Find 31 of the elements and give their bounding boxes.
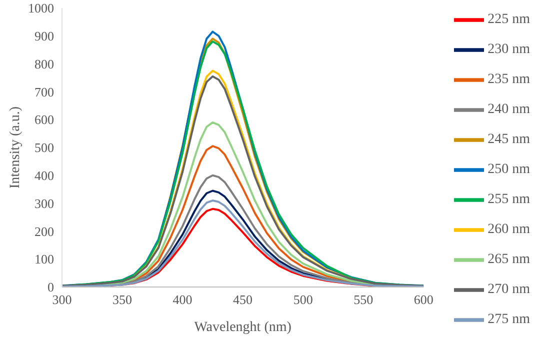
legend-label: 255 nm (488, 192, 530, 207)
y-tick-label: 300 (34, 196, 54, 211)
legend-label: 240 nm (488, 102, 530, 117)
y-tick-label: 600 (34, 112, 54, 128)
x-tick-label: 400 (172, 292, 192, 308)
legend-label: 225 nm (488, 12, 530, 27)
y-tick-label: 1000 (28, 0, 54, 16)
legend-label: 245 nm (488, 132, 530, 147)
y-tick-label: 100 (34, 252, 54, 267)
y-tick-label: 500 (34, 140, 54, 156)
y-tick-label: 200 (34, 224, 54, 239)
x-tick-label: 450 (233, 292, 253, 308)
legend-label: 250 nm (488, 162, 530, 177)
x-tick-label: 550 (354, 292, 374, 308)
x-tick-label: 500 (293, 292, 313, 308)
y-tick-label: 0 (48, 280, 54, 295)
legend-label: 275 nm (488, 312, 530, 327)
y-axis-title: Intensity (a.u.) (8, 106, 23, 189)
x-tick-label: 300 (52, 292, 72, 308)
legend-label: 235 nm (488, 72, 530, 87)
legend-label: 265 nm (488, 252, 530, 267)
x-axis-title: Wavelenght (nm) (194, 320, 292, 335)
x-tick-label: 600 (414, 292, 434, 308)
y-tick-label: 900 (34, 28, 54, 44)
x-tick-label: 350 (112, 292, 132, 308)
y-tick-label: 700 (34, 84, 54, 100)
legend-label: 260 nm (488, 222, 530, 237)
legend-label: 270 nm (488, 282, 530, 297)
legend-label: 230 nm (488, 42, 530, 57)
y-tick-label: 400 (34, 168, 54, 184)
y-tick-label: 800 (34, 56, 54, 72)
